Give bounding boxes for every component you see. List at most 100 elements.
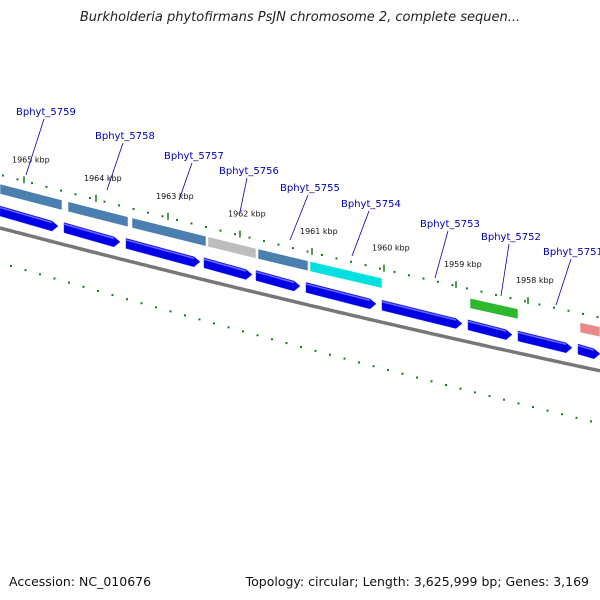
- tick-dot: [596, 316, 599, 319]
- tick-dot: [372, 365, 375, 368]
- tick-dot: [474, 391, 476, 394]
- kbp-label: 1958 kbp: [516, 276, 554, 285]
- tick-dot: [364, 264, 367, 267]
- tick-dot: [74, 193, 77, 196]
- gene-label[interactable]: Bphyt_5758: [95, 131, 155, 142]
- tick-dot: [292, 247, 294, 250]
- tick-dot: [176, 218, 178, 221]
- tick-dot: [350, 260, 352, 263]
- gene-label[interactable]: Bphyt_5757: [164, 151, 224, 162]
- tick-dot: [321, 253, 323, 256]
- tick-dot: [517, 402, 520, 405]
- tick-dot: [256, 334, 259, 337]
- tick-dot: [335, 257, 338, 260]
- gene-feature-bar[interactable]: [257, 248, 309, 272]
- cds-highlight: [381, 301, 457, 321]
- gene-feature-bar[interactable]: [309, 261, 383, 289]
- tick-dot: [248, 236, 251, 239]
- kbp-label: 1964 kbp: [84, 174, 122, 183]
- tick-dot: [437, 280, 439, 283]
- tick-dot: [582, 312, 584, 315]
- tick-dot: [306, 250, 309, 253]
- tick-dot: [234, 233, 236, 236]
- tick-dot: [10, 264, 12, 267]
- tick-dot: [488, 395, 491, 398]
- tick-dot: [118, 204, 120, 207]
- cds-highlight: [125, 239, 195, 260]
- tick-dot: [103, 200, 106, 203]
- tick-dot: [408, 274, 410, 277]
- tick-dot: [553, 306, 555, 309]
- tick-dot: [451, 284, 454, 287]
- cds-highlight: [517, 331, 567, 346]
- tick-dot: [393, 270, 396, 273]
- tick-dot: [524, 300, 526, 303]
- gene-feature-bar[interactable]: [207, 236, 257, 259]
- gene-label[interactable]: Bphyt_5756: [219, 166, 279, 177]
- tick-dot: [277, 243, 280, 246]
- kbp-label: 1959 kbp: [444, 260, 482, 269]
- tick-dot: [509, 297, 512, 300]
- tick-dot: [190, 222, 193, 225]
- tick-dot: [300, 346, 302, 348]
- gene-label[interactable]: Bphyt_5753: [420, 219, 480, 230]
- gene-leader-line: [178, 162, 193, 201]
- gene-label[interactable]: Bphyt_5759: [16, 107, 76, 118]
- gene-label[interactable]: Bphyt_5751: [543, 247, 600, 258]
- tick-dot: [169, 310, 172, 313]
- tick-dot: [89, 197, 91, 200]
- cds-highlight: [203, 258, 247, 272]
- backbone-line: [0, 226, 600, 373]
- gene-leader-line: [351, 210, 370, 257]
- kbp-label: 1962 kbp: [228, 210, 266, 219]
- cds-highlight: [577, 344, 595, 352]
- tick-dot: [503, 398, 505, 401]
- kbp-label: 1961 kbp: [300, 227, 338, 236]
- map-title: Burkholderia phytofirmans PsJN chromosom…: [79, 10, 521, 25]
- tick-dot: [45, 185, 48, 188]
- tick-dot: [147, 211, 149, 214]
- tick-dot: [561, 413, 563, 416]
- cds-highlight: [63, 223, 115, 240]
- tick-dot: [430, 380, 433, 383]
- genome-summary-text: Topology: circular; Length: 3,625,999 bp…: [245, 574, 589, 589]
- kbp-label: 1963 kbp: [156, 192, 194, 201]
- tick-dot: [24, 269, 27, 272]
- tick-dot: [495, 293, 497, 296]
- gene-leader-line: [434, 230, 449, 279]
- tick-dot: [329, 353, 331, 356]
- tick-dot: [242, 330, 244, 333]
- gene-feature-bar[interactable]: [469, 297, 519, 320]
- tick-dot: [480, 290, 483, 293]
- tick-dot: [590, 420, 592, 423]
- tick-dot: [358, 361, 360, 364]
- tick-dot: [343, 357, 346, 360]
- tick-dot: [60, 189, 62, 192]
- gene-feature-bar[interactable]: [131, 217, 207, 247]
- tick-dot: [16, 178, 19, 181]
- tick-dot: [132, 208, 135, 211]
- tick-dot: [68, 281, 70, 284]
- tick-dot: [213, 322, 215, 325]
- gene-feature-bar[interactable]: [0, 183, 63, 211]
- tick-dot: [53, 277, 56, 280]
- tick-dot: [263, 240, 265, 243]
- cds-highlight: [255, 271, 295, 284]
- gene-label[interactable]: Bphyt_5752: [481, 232, 541, 243]
- tick-dot: [31, 182, 33, 185]
- gene-label[interactable]: Bphyt_5754: [341, 199, 401, 210]
- tick-dot: [538, 303, 541, 306]
- tick-dot: [271, 338, 273, 341]
- gene-leader-line: [555, 258, 572, 306]
- tick-dot: [97, 289, 99, 292]
- gene-feature-bar[interactable]: [67, 201, 129, 228]
- tick-dot: [546, 409, 549, 412]
- tick-dot: [2, 174, 4, 177]
- cds-highlight: [305, 283, 371, 302]
- gene-feature-bar[interactable]: [579, 322, 600, 338]
- gene-leader-line: [106, 142, 124, 191]
- gene-label[interactable]: Bphyt_5755: [280, 183, 340, 194]
- tick-dot: [401, 372, 404, 375]
- gene-leader-line: [239, 177, 248, 213]
